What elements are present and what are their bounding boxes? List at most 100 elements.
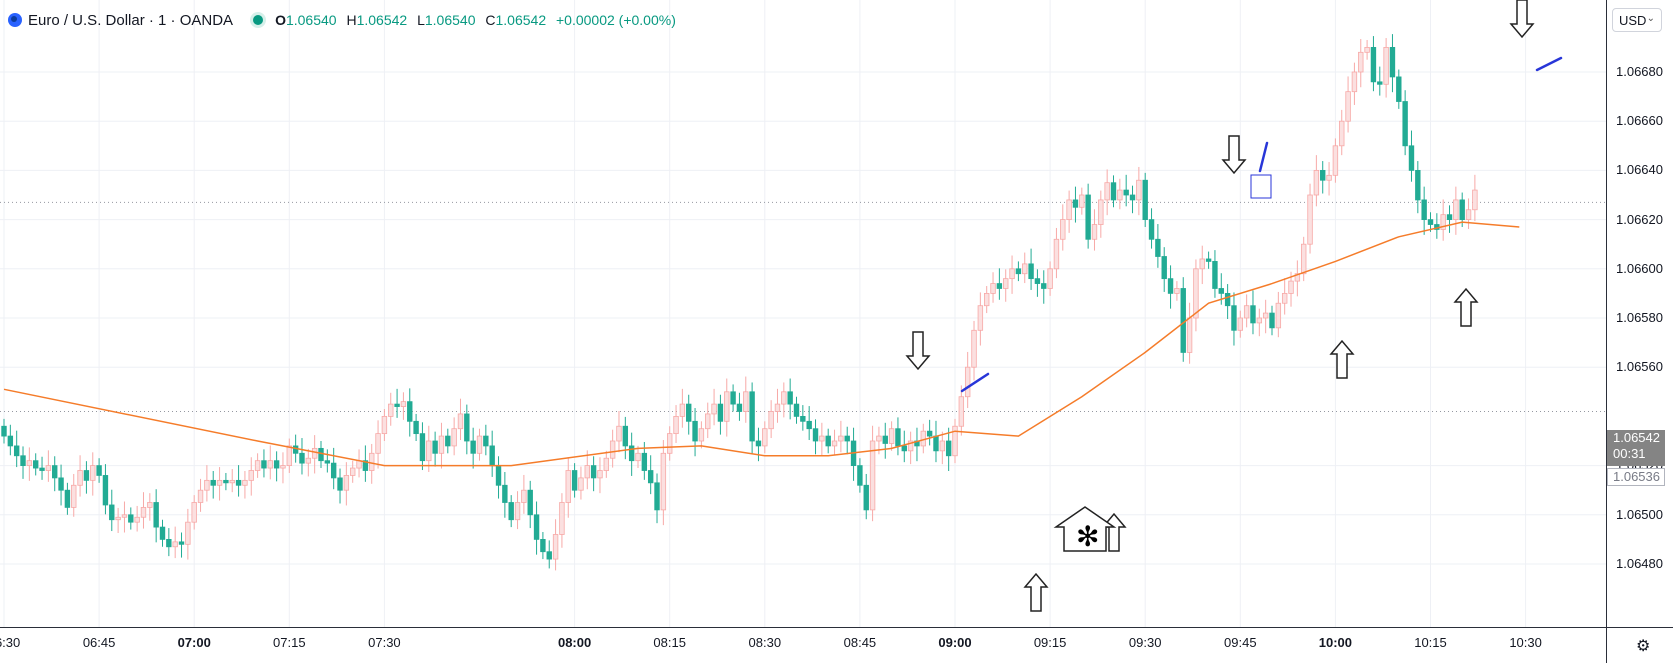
candle — [476, 428, 483, 461]
candle — [1104, 169, 1110, 216]
candle — [1269, 305, 1275, 336]
symbol-title[interactable]: Euro / U.S. Dollar · 1 · OANDA — [28, 11, 234, 29]
candle-body — [508, 502, 514, 521]
square-marker-icon[interactable] — [1250, 174, 1272, 199]
candle — [204, 465, 210, 502]
candle-body — [1262, 312, 1269, 319]
candle-body — [1332, 145, 1339, 176]
price-tick-label: 1.06600 — [1616, 260, 1663, 276]
candle-body — [622, 425, 629, 447]
candle-body — [1053, 238, 1060, 270]
candle-body — [1123, 189, 1129, 196]
price-axis[interactable] — [1606, 0, 1673, 627]
candle — [343, 462, 350, 506]
candle-body — [660, 452, 667, 511]
candle-body — [984, 292, 990, 307]
candle-body — [20, 455, 26, 467]
candle — [26, 447, 33, 481]
candle — [337, 468, 343, 504]
candle — [743, 376, 749, 423]
candle — [140, 492, 147, 529]
candle — [39, 456, 45, 480]
candle-body — [369, 452, 375, 471]
time-axis[interactable] — [0, 627, 1606, 663]
candle — [831, 429, 838, 456]
down-arrow-icon[interactable] — [1509, 0, 1535, 39]
candle-body — [755, 440, 762, 447]
trend-line[interactable] — [960, 372, 990, 393]
candle-body — [787, 391, 793, 405]
candle-body — [115, 516, 121, 521]
trend-line[interactable] — [1535, 56, 1563, 72]
currency-selector[interactable]: USD ⌄ — [1612, 8, 1662, 32]
settings-icon[interactable]: ⚙ — [1636, 638, 1651, 655]
candle-body — [584, 465, 590, 479]
down-arrow-icon[interactable] — [1221, 135, 1247, 175]
time-tick-label: 09:15 — [1033, 635, 1067, 650]
candle — [603, 450, 609, 478]
candle-body — [254, 460, 261, 471]
time-tick-label: 08:15 — [653, 635, 686, 650]
candle — [1301, 236, 1307, 282]
candle-body — [362, 460, 369, 471]
down-arrow-icon[interactable] — [905, 331, 931, 371]
candle-body — [1167, 278, 1174, 294]
candle-body — [1288, 280, 1294, 294]
candle — [1003, 269, 1009, 302]
candle — [647, 455, 654, 495]
candle — [77, 455, 83, 497]
candle — [1377, 66, 1383, 96]
candle-body — [762, 428, 768, 447]
price-chart[interactable]: ✻ — [0, 0, 1606, 627]
up-arrow-icon[interactable] — [1023, 572, 1049, 612]
candle — [223, 472, 229, 491]
high-value: 1.06542 — [356, 12, 408, 28]
candle-body — [121, 514, 128, 518]
candle — [863, 473, 869, 520]
candle — [248, 457, 254, 496]
candle — [464, 404, 470, 455]
candle-body — [343, 475, 350, 491]
candle — [1256, 308, 1263, 337]
candle — [806, 406, 812, 441]
candle-body — [831, 440, 838, 447]
up-arrow-icon[interactable] — [1329, 339, 1355, 379]
candle — [172, 526, 178, 559]
house-icon[interactable] — [1053, 506, 1117, 552]
candle — [400, 392, 407, 420]
candle-body — [242, 479, 248, 486]
candle — [1262, 299, 1269, 334]
candle — [597, 457, 603, 494]
close-value: 1.06542 — [495, 12, 547, 28]
candle-body — [597, 470, 603, 479]
candle-body — [1136, 179, 1142, 201]
candle-body — [552, 534, 559, 560]
candle-body — [895, 428, 901, 447]
moving-average-line — [3, 221, 1520, 467]
candle — [901, 430, 907, 463]
candle — [1358, 39, 1364, 88]
candle — [546, 540, 552, 569]
candle-body — [1313, 169, 1320, 196]
candle-body — [159, 526, 166, 540]
candle-body — [457, 413, 464, 430]
candle-body — [996, 283, 1003, 289]
candle — [1320, 161, 1326, 194]
candle-body — [210, 479, 216, 486]
candle — [552, 519, 559, 571]
candle-body — [825, 435, 831, 447]
candle-body — [204, 479, 210, 491]
candle-body — [407, 401, 413, 422]
trend-line[interactable] — [1258, 141, 1269, 173]
axis-corner — [1606, 627, 1673, 663]
candle — [45, 450, 52, 482]
candle — [438, 422, 445, 469]
time-tick-label: 10:15 — [1414, 635, 1447, 650]
candle-body — [1218, 288, 1224, 294]
candle-body — [673, 415, 679, 435]
candle — [635, 445, 641, 469]
candle-body — [800, 415, 806, 422]
up-arrow-icon[interactable] — [1453, 287, 1479, 327]
candle-body — [90, 465, 96, 481]
candle — [628, 432, 635, 476]
